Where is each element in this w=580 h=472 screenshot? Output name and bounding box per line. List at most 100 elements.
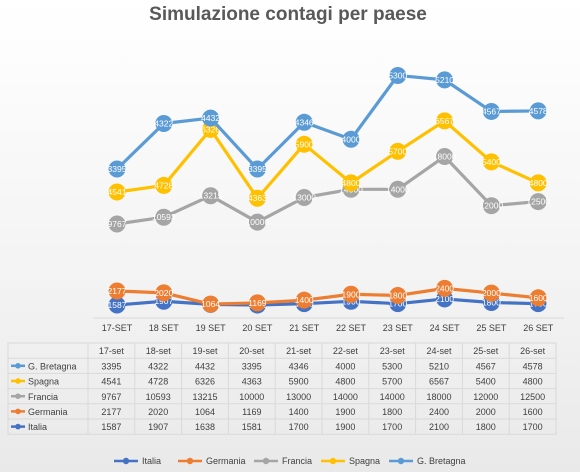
- data-label-spagna: 4800: [342, 178, 361, 188]
- table-row-italia: Italia 1587 1907 1638 1581 1700 1900 1700 2100 18…: [11, 422, 543, 432]
- table-cell: 4541: [101, 377, 121, 387]
- table-cell: 4567: [476, 361, 496, 371]
- table-key-marker: [15, 363, 21, 369]
- point-francia: [108, 215, 126, 233]
- table-row-label: Italia: [28, 422, 47, 432]
- point-germania: [295, 291, 313, 309]
- legend-key-marker: [397, 457, 405, 465]
- table-cell: 2177: [101, 407, 121, 417]
- table-cell: 5400: [476, 377, 496, 387]
- point-francia: [436, 147, 454, 165]
- point-g-bretagna: [248, 160, 266, 178]
- data-label-germania: 2000: [482, 288, 501, 298]
- legend-key-marker: [329, 457, 337, 465]
- point-francia: [248, 213, 266, 231]
- point-germania: [202, 295, 220, 313]
- table-cell: 1600: [523, 407, 543, 417]
- data-label-francia: 10593: [152, 212, 176, 222]
- data-label-g-bretagna: 4346: [295, 117, 314, 127]
- table-header-cell: 17-set: [99, 346, 125, 356]
- legend-key-marker: [186, 457, 194, 465]
- series-line-g-bretagna: [115, 73, 540, 171]
- point-spagna: [436, 112, 454, 130]
- table-cell: 4363: [242, 377, 262, 387]
- table-key-marker: [15, 423, 21, 430]
- point-g-bretagna: [436, 71, 454, 89]
- series-g-bretagna: 3395 4322 4432 3395 4346 4000 5300 5210 4567 4578: [108, 66, 548, 178]
- series-line-germania: [115, 286, 540, 306]
- table-cell: 14000: [333, 392, 358, 402]
- table-cell: 4432: [195, 361, 215, 371]
- point-germania: [155, 284, 173, 302]
- series-germania: 2177 2020 1064 1169 1400 1900 1800 2400 2000 1600: [108, 279, 548, 313]
- table-cell: 4322: [148, 361, 168, 371]
- x-axis: 17-SET 18 SET 19 SET 20 SET 21 SET 22 SET 23 S…: [93, 317, 564, 333]
- data-label-spagna: 6326: [201, 124, 220, 134]
- table-cell: 4800: [335, 377, 355, 387]
- legend-key-marker: [262, 457, 270, 465]
- data-label-germania: 1600: [529, 293, 548, 303]
- series-spagna: 4541 4728 6326 4363 5900 4800 5700 6567 5400 4800: [108, 112, 548, 207]
- point-francia: [389, 180, 407, 198]
- data-label-francia: 12500: [526, 197, 550, 207]
- table-cell: 12500: [520, 392, 545, 402]
- table-cell: 1900: [335, 422, 355, 432]
- x-tick-label: 23 SET: [383, 323, 414, 333]
- table-cell: 1638: [195, 422, 215, 432]
- point-germania: [529, 289, 547, 307]
- table-cell: 4728: [148, 377, 168, 387]
- point-francia: [482, 197, 500, 215]
- table-header-cell: 19-set: [192, 346, 218, 356]
- x-tick-label: 21 SET: [289, 323, 320, 333]
- point-germania: [248, 294, 266, 312]
- point-francia: [202, 187, 220, 205]
- series-line-italia: [115, 297, 540, 307]
- data-label-germania: 2020: [154, 288, 173, 298]
- table-cell: 13000: [286, 392, 311, 402]
- data-label-g-bretagna: 4432: [201, 113, 220, 123]
- data-label-g-bretagna: 4567: [482, 106, 501, 116]
- point-germania: [342, 285, 360, 303]
- legend-label: Germania: [206, 456, 246, 466]
- data-label-spagna: 5900: [295, 139, 314, 149]
- table-cell: 3395: [101, 361, 121, 371]
- point-germania: [108, 282, 126, 300]
- table-header-cell: 22-set: [333, 346, 359, 356]
- table-key-marker: [15, 393, 21, 400]
- table-key-marker: [15, 408, 21, 415]
- table-row-g-bretagna: G. Bretagna 3395 4322 4432 3395 4346 4000 5300 5…: [11, 361, 543, 371]
- table-header-cell: 24-set: [426, 346, 452, 356]
- point-spagna: [482, 153, 500, 171]
- table-cell: 5700: [382, 377, 402, 387]
- table-cell: 1064: [195, 407, 215, 417]
- table-cell: 5900: [289, 377, 309, 387]
- table-cell: 1700: [523, 422, 543, 432]
- table-cell: 1400: [289, 407, 309, 417]
- legend-item-g-bretagna: G. Bretagna: [389, 456, 466, 466]
- data-label-g-bretagna: 4578: [529, 106, 548, 116]
- table-header-cell: 18-set: [146, 346, 172, 356]
- data-label-germania: 2400: [435, 283, 454, 293]
- data-label-spagna: 6567: [435, 116, 454, 126]
- point-francia: [529, 193, 547, 211]
- data-label-francia: 13000: [292, 192, 316, 202]
- series-line-spagna: [115, 119, 540, 200]
- table-cell: 18000: [426, 392, 451, 402]
- point-spagna: [389, 142, 407, 160]
- table-row-label: G. Bretagna: [28, 361, 77, 371]
- legend-label: Italia: [142, 456, 161, 466]
- table-cell: 2000: [476, 407, 496, 417]
- point-g-bretagna: [155, 114, 173, 132]
- point-g-bretagna: [108, 160, 126, 178]
- point-spagna: [155, 176, 173, 194]
- table-row-germania: Germania 2177 2020 1064 1169 1400 1900 1800 2400…: [11, 407, 543, 417]
- data-label-germania: 1900: [342, 289, 361, 299]
- table-cell: 1800: [382, 407, 402, 417]
- table-header-cell: 25-set: [473, 346, 499, 356]
- table-cell: 4000: [335, 361, 355, 371]
- table-cell: 1900: [335, 407, 355, 417]
- table-cell: 1587: [101, 422, 121, 432]
- x-tick-label: 25 SET: [476, 323, 507, 333]
- table-header-cell: 21-set: [286, 346, 312, 356]
